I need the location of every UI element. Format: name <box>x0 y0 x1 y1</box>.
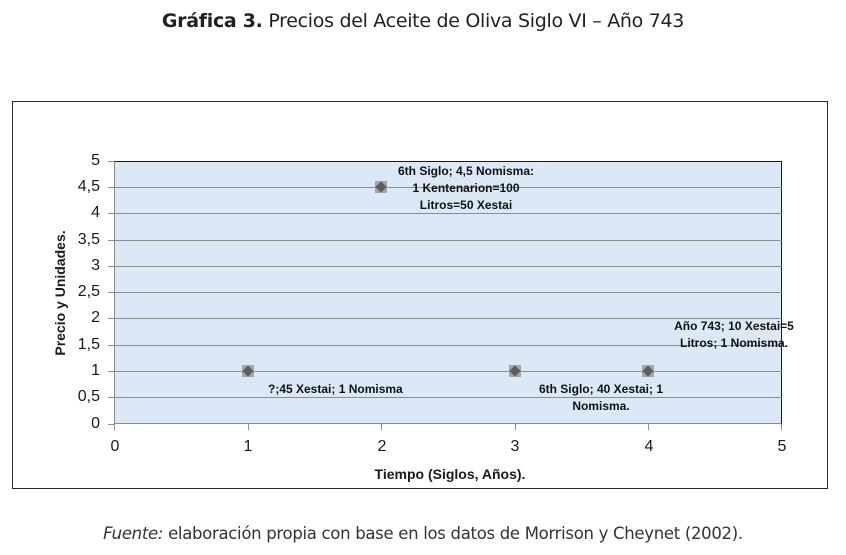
y-tick-label: 4,5 <box>77 178 100 195</box>
gridline <box>114 371 782 372</box>
x-axis-title: Tiempo (Siglos, Años). <box>374 466 526 482</box>
y-tick-label: 2,5 <box>77 283 100 300</box>
figure-source: Fuente: elaboración propia con base en l… <box>0 524 846 543</box>
y-tick <box>108 187 114 188</box>
y-tick <box>108 318 114 319</box>
y-tick-label: 5 <box>91 152 100 169</box>
y-tick <box>108 266 114 267</box>
figure-title: Gráfica 3. Precios del Aceite de Oliva S… <box>0 10 846 32</box>
data-label-line: Nomisma. <box>572 399 630 413</box>
gridline <box>114 292 782 293</box>
y-tick <box>108 240 114 241</box>
gridline <box>114 187 782 188</box>
data-label-line: 6th Siglo; 40 Xestai; 1 <box>538 382 664 396</box>
gridline <box>114 397 782 398</box>
x-tick <box>648 424 649 430</box>
y-tick-label: 1 <box>91 362 100 379</box>
data-label: 6th Siglo; 40 Xestai; 1 Nomisma. <box>530 381 672 415</box>
y-tick <box>108 424 114 425</box>
y-tick-label: 0 <box>91 415 100 432</box>
y-tick <box>108 371 114 372</box>
y-tick <box>108 345 114 346</box>
figure-title-text: Precios del Aceite de Oliva Siglo VI – A… <box>268 10 685 32</box>
y-tick <box>108 213 114 214</box>
y-tick <box>108 292 114 293</box>
source-prefix: Fuente: <box>103 524 164 543</box>
y-axis-title: Precio y Unidades. <box>52 230 68 356</box>
source-text: elaboración propia con base en los datos… <box>168 524 743 543</box>
y-tick <box>108 161 114 162</box>
data-label-line: Litros=50 Xestai <box>419 198 513 212</box>
x-tick-label: 2 <box>377 438 387 455</box>
data-label-line: ?;45 Xestai; 1 Nomisma <box>268 382 403 396</box>
data-label-line: 6th Siglo; 4,5 Nomisma: <box>398 164 535 178</box>
data-label-line: Año 743; 10 Xestai=5 <box>674 319 794 333</box>
y-tick-label: 0,5 <box>77 388 100 405</box>
gridline <box>114 240 782 241</box>
x-tick <box>515 424 516 430</box>
y-tick-label: 1,5 <box>77 336 100 353</box>
data-label-line: Litros; 1 Nomisma. <box>679 336 789 350</box>
y-tick-label: 4 <box>91 204 100 221</box>
x-tick-label: 1 <box>243 438 253 455</box>
y-tick-label: 2 <box>91 309 100 326</box>
gridline <box>114 266 782 267</box>
data-label: ?;45 Xestai; 1 Nomisma <box>268 381 403 398</box>
y-tick-label: 3,5 <box>77 231 100 248</box>
x-tick <box>781 424 782 430</box>
gridline <box>114 318 782 319</box>
gridline <box>114 213 782 214</box>
y-tick-label: 3 <box>91 257 100 274</box>
x-tick <box>381 424 382 430</box>
x-tick-label: 4 <box>644 438 654 455</box>
y-tick <box>108 397 114 398</box>
x-tick-label: 0 <box>110 438 120 455</box>
figure-number: Gráfica 3. <box>161 10 263 32</box>
x-tick <box>114 424 115 430</box>
data-label-line: 1 Kentenarion=100 <box>412 181 520 195</box>
x-tick-label: 3 <box>510 438 520 455</box>
data-label: 6th Siglo; 4,5 Nomisma: 1 Kentenarion=10… <box>398 163 534 214</box>
gridline <box>114 345 782 346</box>
data-label: Año 743; 10 Xestai=5 Litros; 1 Nomisma. <box>664 318 804 352</box>
x-tick <box>248 424 249 430</box>
x-tick-label: 5 <box>777 438 787 455</box>
